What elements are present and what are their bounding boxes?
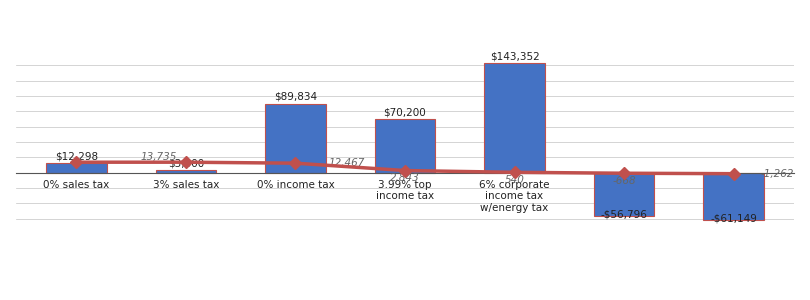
Text: $12,298: $12,298 [55, 152, 98, 161]
Bar [484, 63, 544, 173]
Text: 12,467: 12,467 [328, 158, 364, 168]
Bar [156, 170, 216, 173]
Text: $70,200: $70,200 [384, 107, 426, 117]
Bar [594, 173, 654, 216]
Bar [46, 163, 107, 173]
Text: -$56,796: -$56,796 [600, 210, 647, 220]
Text: -668: -668 [612, 176, 636, 186]
Text: 13,735: 13,735 [140, 152, 177, 162]
Bar [703, 173, 764, 220]
Text: $89,834: $89,834 [274, 92, 317, 102]
Text: $3,500: $3,500 [168, 158, 204, 168]
Text: -1,262: -1,262 [761, 169, 795, 179]
Bar [266, 104, 326, 173]
Text: 540: 540 [505, 175, 524, 185]
Bar [375, 119, 435, 173]
Text: $143,352: $143,352 [490, 51, 539, 61]
Text: -$61,149: -$61,149 [710, 213, 757, 223]
Text: 2,843: 2,843 [390, 173, 420, 183]
